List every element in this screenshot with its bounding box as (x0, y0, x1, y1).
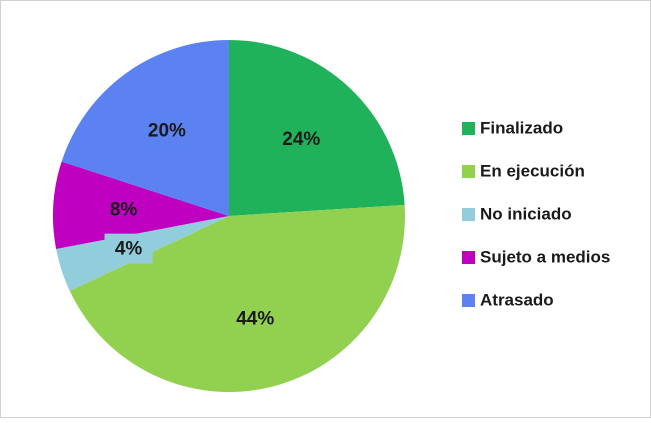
data-label-box (142, 115, 191, 146)
legend-label: Finalizado (480, 118, 563, 137)
legend-swatch (462, 208, 475, 221)
data-label: 44% (236, 308, 274, 329)
data-label-box (104, 233, 153, 264)
legend-swatch (462, 294, 475, 307)
data-label: 20% (148, 121, 186, 142)
data-label: 8% (110, 199, 138, 220)
legend-swatch (462, 122, 475, 135)
data-label: 24% (282, 129, 320, 150)
data-label-box (277, 124, 326, 155)
legend-swatch (462, 165, 475, 178)
data-label-box (231, 303, 280, 334)
legend-label: No iniciado (480, 204, 572, 223)
pie-slice (69, 204, 406, 392)
data-label-box (99, 194, 148, 225)
legend-label: En ejecución (480, 161, 585, 180)
legend-label: Sujeto a medios (480, 247, 610, 266)
data-label: 4% (115, 239, 143, 260)
legend-label: Atrasado (480, 290, 554, 309)
legend-swatch (462, 251, 475, 264)
